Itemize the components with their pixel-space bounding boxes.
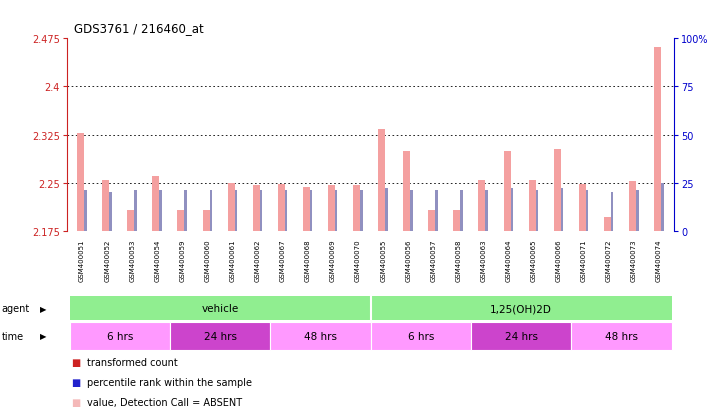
Bar	[435, 191, 438, 231]
Bar	[234, 191, 237, 231]
Bar	[428, 210, 435, 231]
Bar	[170, 322, 270, 350]
Bar	[252, 185, 260, 231]
Bar	[654, 47, 661, 231]
Bar	[410, 191, 412, 231]
Text: value, Detection Call = ABSENT: value, Detection Call = ABSENT	[87, 397, 242, 407]
Bar	[185, 191, 187, 231]
Text: 1,25(OH)2D: 1,25(OH)2D	[490, 304, 552, 313]
Bar	[128, 210, 134, 231]
Text: GDS3761 / 216460_at: GDS3761 / 216460_at	[74, 22, 204, 35]
Bar	[310, 191, 312, 231]
Text: ▶: ▶	[40, 331, 46, 340]
Text: ■: ■	[71, 397, 80, 407]
Bar	[378, 130, 385, 231]
Bar	[177, 210, 185, 231]
Bar	[503, 151, 510, 231]
Bar	[536, 191, 538, 231]
Text: ■: ■	[71, 357, 80, 367]
Text: vehicle: vehicle	[201, 304, 239, 313]
Bar	[371, 322, 471, 350]
Bar	[461, 191, 463, 231]
Bar	[528, 180, 536, 231]
Bar	[109, 193, 112, 231]
Bar	[102, 180, 109, 231]
Text: 6 hrs: 6 hrs	[107, 331, 133, 341]
Bar	[554, 150, 561, 231]
Bar	[270, 322, 371, 350]
Text: time: time	[1, 331, 24, 341]
Text: percentile rank within the sample: percentile rank within the sample	[87, 377, 252, 387]
Bar	[203, 210, 210, 231]
Bar	[335, 191, 337, 231]
Bar	[69, 322, 170, 350]
Bar	[403, 151, 410, 231]
Bar	[571, 322, 672, 350]
Bar	[454, 210, 461, 231]
Bar	[353, 186, 360, 231]
Bar	[479, 180, 485, 231]
Bar	[228, 183, 234, 231]
Bar	[611, 193, 614, 231]
Bar	[303, 187, 310, 231]
Bar	[586, 191, 588, 231]
Bar	[210, 191, 212, 231]
Bar	[471, 322, 571, 350]
Bar	[561, 189, 563, 231]
Text: 6 hrs: 6 hrs	[407, 331, 434, 341]
Bar	[510, 189, 513, 231]
Bar	[278, 185, 285, 231]
Bar	[629, 182, 636, 231]
Bar	[385, 189, 388, 231]
Bar	[328, 185, 335, 231]
Bar	[360, 191, 363, 231]
Text: 24 hrs: 24 hrs	[203, 331, 236, 341]
Bar	[579, 185, 586, 231]
Bar	[371, 297, 672, 320]
Text: ■: ■	[71, 377, 80, 387]
Bar	[661, 183, 663, 231]
Bar	[285, 191, 287, 231]
Bar	[636, 191, 639, 231]
Bar	[84, 191, 87, 231]
Bar	[260, 191, 262, 231]
Text: 48 hrs: 48 hrs	[304, 331, 337, 341]
Bar	[159, 191, 162, 231]
Text: 48 hrs: 48 hrs	[605, 331, 638, 341]
Bar	[152, 177, 159, 231]
Text: 24 hrs: 24 hrs	[505, 331, 538, 341]
Bar	[485, 191, 488, 231]
Bar	[134, 191, 137, 231]
Bar	[604, 218, 611, 231]
Bar	[77, 133, 84, 231]
Bar	[69, 297, 371, 320]
Text: ▶: ▶	[40, 304, 46, 313]
Text: agent: agent	[1, 304, 30, 313]
Text: transformed count: transformed count	[87, 357, 177, 367]
